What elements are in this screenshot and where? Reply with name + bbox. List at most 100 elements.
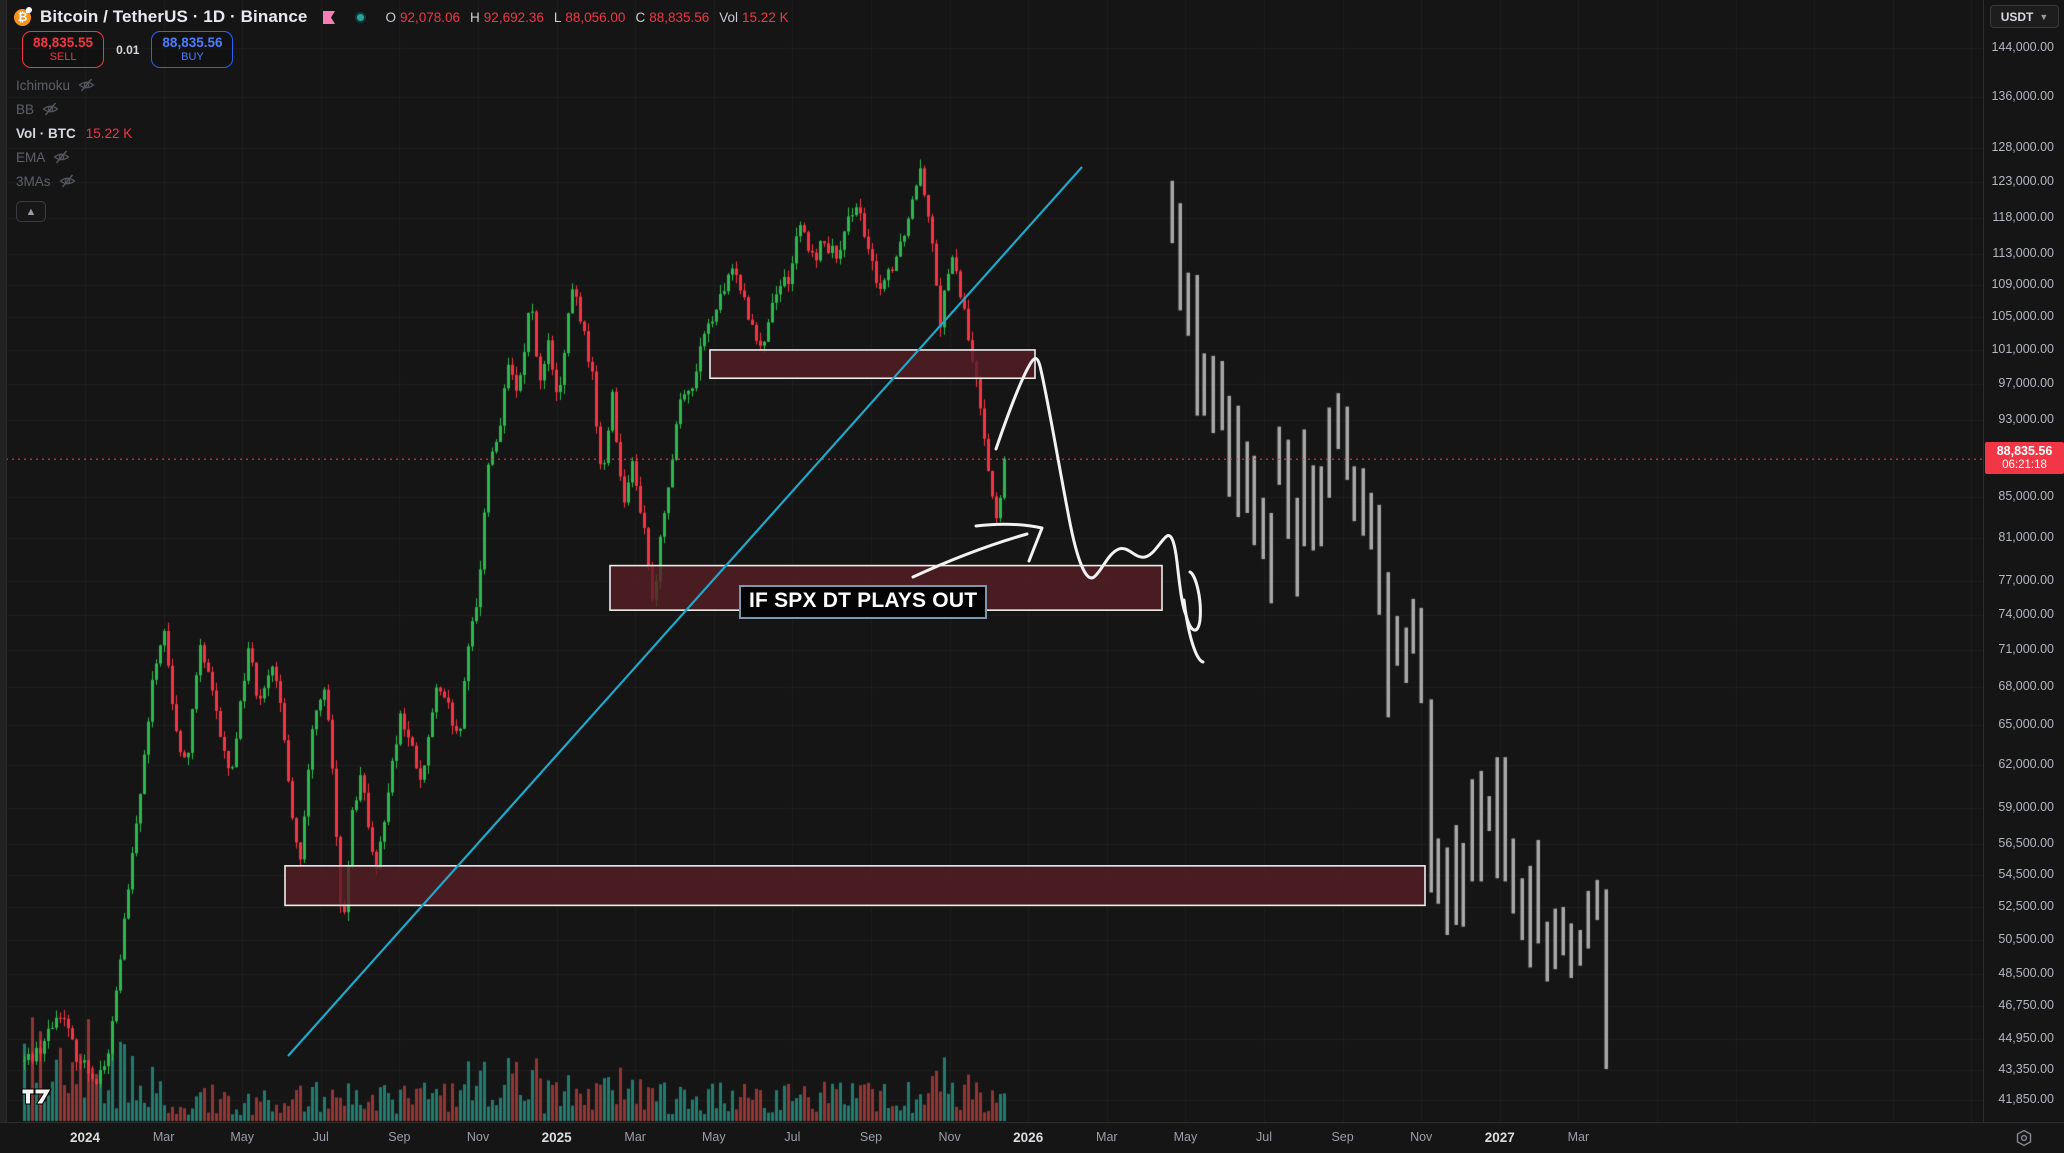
time-tick: 2025 [541, 1130, 572, 1145]
time-tick: Nov [466, 1130, 490, 1144]
time-tick: 2026 [1013, 1130, 1044, 1145]
price-tick: 59,000.00 [1998, 799, 2054, 814]
sell-price: 88,835.55 [33, 35, 94, 50]
indicator-name: Ichimoku [16, 77, 71, 93]
last-price-label: 88,835.56 06:21:18 [1985, 442, 2064, 475]
price-tick: 62,000.00 [1998, 757, 2054, 772]
time-tick: Sep [859, 1130, 883, 1144]
time-tick: Sep [1331, 1130, 1354, 1144]
time-tick: Sep [388, 1130, 411, 1144]
time-tick: Mar [624, 1130, 646, 1144]
buy-label: BUY [181, 51, 204, 63]
spread-value: 0.01 [116, 42, 140, 57]
price-tick: 54,500.00 [1998, 867, 2054, 882]
eye-hidden-icon[interactable] [78, 78, 95, 92]
flag-icon[interactable] [322, 10, 336, 25]
indicator-name: Vol · BTC [16, 125, 76, 141]
indicator-name: EMA [16, 149, 46, 165]
indicator-row[interactable]: BB [16, 97, 132, 121]
ohlc-value: 88,056.00 [565, 9, 626, 25]
time-tick: 2027 [1484, 1130, 1515, 1145]
price-tick: 41,850.00 [1998, 1092, 2054, 1106]
time-tick: 2024 [69, 1130, 101, 1145]
price-tick: 74,000.00 [1998, 606, 2054, 621]
price-tick: 44,950.00 [1998, 1031, 2054, 1046]
time-tick: Jul [784, 1130, 801, 1144]
price-tick: 48,500.00 [1998, 966, 2054, 981]
bar-countdown: 06:21:18 [2002, 459, 2047, 472]
price-tick: 85,000.00 [1998, 488, 2054, 503]
time-tick: Jul [312, 1130, 329, 1144]
price-tick: 105,000.00 [1991, 308, 2054, 323]
time-tick: Mar [1096, 1130, 1118, 1144]
price-tick: 113,000.00 [1992, 246, 2054, 261]
pane-left-edge [0, 0, 7, 1122]
ohlc-key: C [635, 9, 646, 25]
collapse-indicators-button[interactable]: ▲ [16, 201, 46, 222]
price-tick: 93,000.00 [1998, 412, 2054, 427]
sell-button[interactable]: 88,835.55 SELL [22, 31, 105, 68]
time-tick: Mar [1567, 1130, 1590, 1144]
indicator-value: 15.22 K [85, 125, 133, 141]
eye-hidden-icon[interactable] [53, 150, 70, 164]
axis-settings-icon[interactable] [2014, 1128, 2034, 1148]
price-tick: 56,500.00 [1998, 836, 2054, 851]
eye-hidden-icon[interactable] [58, 174, 76, 188]
time-tick: May [701, 1130, 726, 1144]
price-tick: 144,000.00 [1991, 40, 2054, 54]
ohlc-key: H [470, 9, 480, 25]
currency-toggle-button[interactable]: USDT ▼ [1990, 5, 2059, 28]
time-tick: Nov [1410, 1130, 1433, 1144]
time-tick: May [230, 1130, 254, 1144]
indicator-row[interactable]: Vol · BTC 15.22 K [16, 121, 132, 145]
tradingview-watermark[interactable] [20, 1084, 54, 1108]
symbol-header: ₿ Bitcoin / TetherUS · 1D · Binance O 92,… [14, 2, 795, 32]
chevron-down-icon: ▼ [2039, 11, 2049, 22]
price-tick: 136,000.00 [1991, 88, 2054, 103]
trade-buttons: 88,835.55 SELL 0.01 88,835.56 BUY [22, 31, 234, 68]
ohlc-value: 88,835.56 [649, 9, 710, 25]
ohlc-value: 15.22 K [742, 9, 789, 25]
price-chart-canvas[interactable] [0, 0, 1983, 1122]
time-tick: Jul [1256, 1130, 1272, 1144]
time-tick: Mar [152, 1130, 175, 1144]
buy-price: 88,835.56 [162, 35, 223, 50]
ohlc-key: L [553, 9, 562, 25]
price-tick: 52,500.00 [1998, 898, 2054, 913]
price-tick: 118,000.00 [1992, 209, 2054, 224]
price-tick: 128,000.00 [1991, 140, 2054, 155]
price-tick: 43,350.00 [1998, 1062, 2054, 1077]
time-tick: Nov [938, 1130, 961, 1144]
ohlc-key: Vol [719, 9, 739, 25]
price-tick: 71,000.00 [1998, 642, 2054, 656]
ohlc-key: O [385, 9, 396, 25]
indicator-row[interactable]: Ichimoku [16, 73, 132, 97]
eye-hidden-icon[interactable] [42, 102, 59, 116]
sell-label: SELL [49, 51, 77, 63]
indicator-row[interactable]: 3MAs [16, 169, 132, 193]
price-tick: 68,000.00 [1998, 678, 2054, 693]
bitcoin-logo-icon: ₿ [14, 6, 32, 26]
indicator-name: 3MAs [16, 173, 51, 189]
price-tick: 97,000.00 [1998, 376, 2054, 391]
indicator-list: Ichimoku BB Vol · BTC 15.22 K EMA 3MAs ▲ [16, 73, 132, 222]
price-tick: 81,000.00 [1998, 529, 2054, 544]
buy-button[interactable]: 88,835.56 BUY [151, 31, 234, 68]
indicator-name: BB [16, 101, 35, 117]
price-axis[interactable]: USDT ▼ 88,835.56 06:21:18 144,000.00 136,… [1983, 0, 2064, 1122]
time-tick: May [1173, 1130, 1198, 1144]
indicator-row[interactable]: EMA [16, 145, 132, 169]
symbol-title[interactable]: Bitcoin / TetherUS · 1D · Binance [40, 7, 308, 26]
currency-label: USDT [2000, 9, 2034, 24]
price-tick: 109,000.00 [1991, 277, 2054, 292]
price-tick: 46,750.00 [1998, 997, 2054, 1012]
price-tick: 77,000.00 [1998, 572, 2054, 587]
market-status-icon[interactable] [355, 11, 367, 23]
time-axis[interactable]: 2024 Mar May Jul Sep Nov 2025 Mar May Jul Sep Nov 20… [0, 1122, 2064, 1153]
price-tick: 123,000.00 [1991, 174, 2054, 189]
ohlc-values: O 92,078.06 H 92,692.36 L 88,056.00 C 88,835.56… [385, 10, 794, 25]
last-price-value: 88,835.56 [1996, 444, 2053, 459]
price-tick: 65,000.00 [1998, 717, 2054, 732]
annotation-text-box[interactable]: IF SPX DT PLAYS OUT [739, 585, 988, 619]
